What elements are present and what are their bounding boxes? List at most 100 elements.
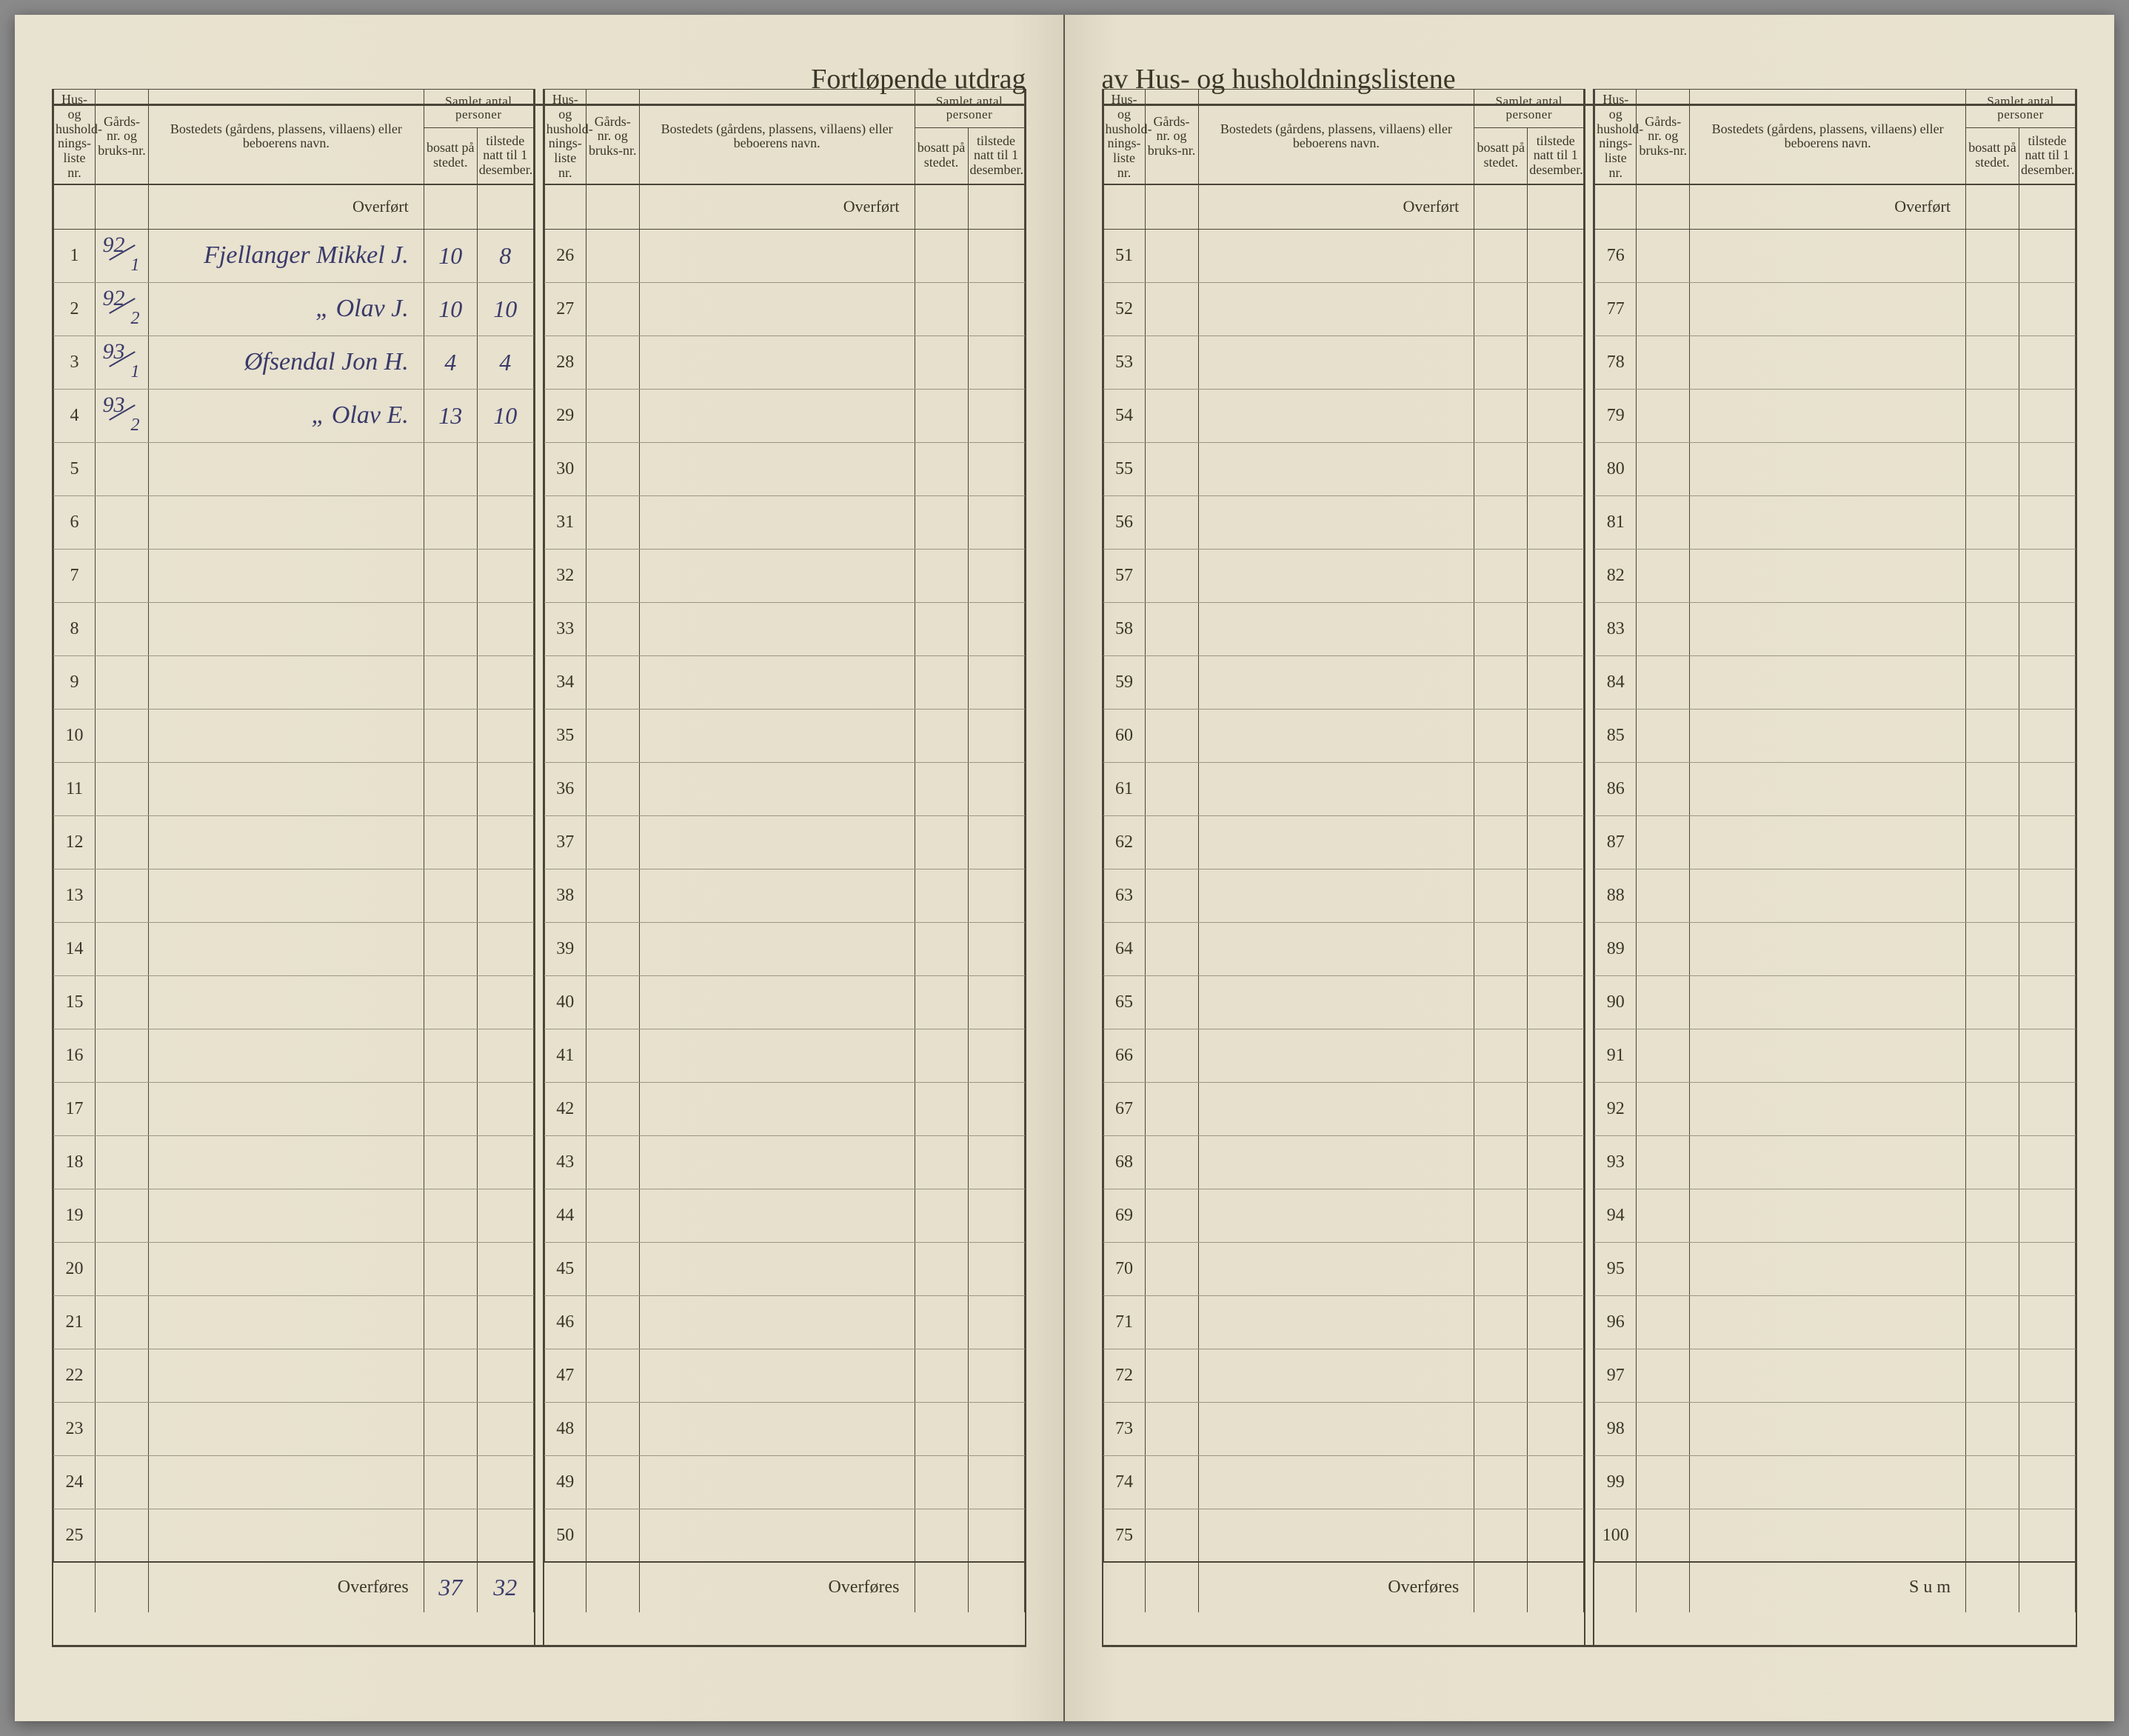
cell-bosted: Fjellanger Mikkel J. [149, 229, 424, 282]
table-row: 18 [54, 1135, 534, 1189]
cell-bosted [1690, 335, 1966, 389]
cell-bosted [1690, 655, 1966, 709]
cell-gards [1637, 1455, 1690, 1509]
cell-bosted [1690, 442, 1966, 495]
cell-bosatt [1474, 1135, 1528, 1189]
cell-bosted [639, 335, 915, 389]
footer-row: Overføres 37 32 [54, 1562, 534, 1612]
cell-gards [1145, 655, 1198, 709]
row-number: 97 [1595, 1349, 1637, 1402]
cell-gards [1145, 1295, 1198, 1349]
cell-gards [586, 1242, 639, 1295]
cell-bosted [1690, 229, 1966, 282]
cell-bosatt [1474, 229, 1528, 282]
row-number: 70 [1103, 1242, 1145, 1295]
table-row: 2 922 „ Olav J. 10 10 [54, 282, 534, 335]
columns-right: Hus- og hushold-nings-liste nr. Gårds-nr… [1102, 89, 2078, 1647]
cell-bosatt [1966, 655, 2019, 709]
table-row: 43 [544, 1135, 1024, 1189]
cell-tilstede [2019, 1082, 2076, 1135]
table-row: 70 [1103, 1242, 1584, 1295]
cell-bosted [1198, 1189, 1474, 1242]
table-row: 68 [1103, 1135, 1584, 1189]
cell-bosatt [1474, 495, 1528, 549]
cell-tilstede [477, 1082, 533, 1135]
top-rule [52, 104, 1026, 106]
cell-bosatt [1966, 1242, 2019, 1295]
row-number: 90 [1595, 975, 1637, 1029]
cell-bosted [149, 1242, 424, 1295]
cell-tilstede [2019, 655, 2076, 709]
cell-bosted [1198, 1082, 1474, 1135]
table-row: 62 [1103, 815, 1584, 869]
cell-tilstede [2019, 709, 2076, 762]
row-number: 91 [1595, 1029, 1637, 1082]
cell-tilstede [2019, 229, 2076, 282]
cell-bosted [639, 815, 915, 869]
cell-tilstede [477, 655, 533, 709]
cell-bosatt [1966, 282, 2019, 335]
row-number: 46 [544, 1295, 586, 1349]
ledger-spread: Fortløpende utdrag Hus- og hushold-nings… [15, 15, 2114, 1721]
cell-gards: 921 [96, 229, 149, 282]
cell-tilstede [2019, 1135, 2076, 1189]
table-row: 26 [544, 229, 1024, 282]
cell-tilstede [477, 1509, 533, 1562]
cell-bosted [1198, 1135, 1474, 1189]
cell-tilstede [2019, 442, 2076, 495]
cell-bosatt [1966, 922, 2019, 975]
row-number: 65 [1103, 975, 1145, 1029]
cell-gards [586, 1295, 639, 1349]
cell-bosted [149, 549, 424, 602]
cell-tilstede [2019, 1402, 2076, 1455]
cell-gards [96, 655, 149, 709]
table-row: 58 [1103, 602, 1584, 655]
cell-tilstede [1528, 922, 1584, 975]
table-row: 24 [54, 1455, 534, 1509]
table-row: 86 [1595, 762, 2076, 815]
table-row: 37 [544, 815, 1024, 869]
cell-bosted [1690, 1242, 1966, 1295]
cell-bosatt [1966, 1349, 2019, 1402]
table-row: 21 [54, 1295, 534, 1349]
table-row: 23 [54, 1402, 534, 1455]
cell-bosatt [1966, 709, 2019, 762]
cell-tilstede [968, 869, 1024, 922]
cell-gards: 922 [96, 282, 149, 335]
page-title-right: av Hus- og husholdningslistene [1102, 63, 2129, 96]
overfort-label: Overført [639, 184, 915, 229]
cell-bosatt [1474, 1509, 1528, 1562]
cell-gards [586, 1455, 639, 1509]
row-number: 11 [54, 762, 96, 815]
table-row: 56 [1103, 495, 1584, 549]
cell-bosted [639, 709, 915, 762]
gards-fraction: 922 [101, 289, 143, 324]
row-number: 27 [544, 282, 586, 335]
cell-bosted [149, 442, 424, 495]
cell-bosatt [1474, 442, 1528, 495]
row-number: 79 [1595, 389, 1637, 442]
row-number: 17 [54, 1082, 96, 1135]
table-row: 41 [544, 1029, 1024, 1082]
cell-bosted [639, 1135, 915, 1189]
cell-bosted [639, 1402, 915, 1455]
row-number: 22 [54, 1349, 96, 1402]
cell-bosatt [1966, 975, 2019, 1029]
cell-bosted [1198, 1349, 1474, 1402]
cell-tilstede [477, 1295, 533, 1349]
cell-tilstede [968, 282, 1024, 335]
table-row: 36 [544, 762, 1024, 815]
cell-gards [1145, 1455, 1198, 1509]
row-number: 23 [54, 1402, 96, 1455]
cell-tilstede [968, 495, 1024, 549]
cell-bosted [1690, 1349, 1966, 1402]
cell-tilstede [477, 975, 533, 1029]
cell-gards [1637, 869, 1690, 922]
cell-bosatt [1474, 1402, 1528, 1455]
table-row: 71 [1103, 1295, 1584, 1349]
cell-bosatt [424, 1509, 477, 1562]
total-bosatt [1474, 1562, 1528, 1612]
cell-tilstede [2019, 282, 2076, 335]
cell-tilstede [2019, 1455, 2076, 1509]
cell-bosted [1198, 1295, 1474, 1349]
